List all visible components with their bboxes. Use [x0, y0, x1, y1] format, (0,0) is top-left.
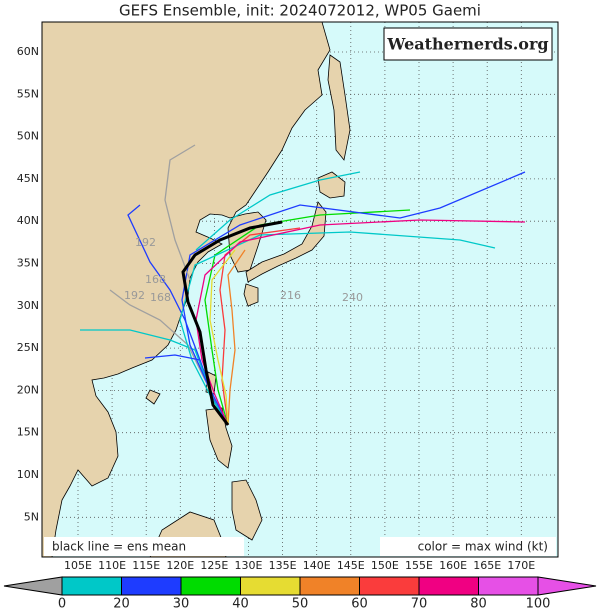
track — [195, 171, 361, 251]
track — [227, 249, 246, 426]
lon-label: 135E — [269, 559, 297, 572]
track-label: 192 — [124, 289, 145, 302]
colorbar-label: 40 — [232, 597, 249, 612]
colorbar-segment — [180, 576, 241, 596]
lat-label: 45N — [17, 172, 39, 185]
colorbar-label: 100 — [526, 597, 551, 612]
track-label: 240 — [342, 291, 363, 304]
lat-label: 15N — [17, 426, 39, 439]
lat-label: 50N — [17, 130, 39, 143]
lon-label: 155E — [405, 559, 433, 572]
lat-label: 60N — [17, 45, 39, 58]
colorbar-label: 60 — [351, 597, 368, 612]
lon-label: 105E — [64, 559, 92, 572]
lat-label: 30N — [17, 299, 39, 312]
lon-label: 145E — [337, 559, 365, 572]
ens-mean-track — [181, 220, 283, 426]
track — [204, 209, 411, 426]
colorbar-label: 80 — [470, 597, 487, 612]
track — [195, 219, 526, 426]
track-label: 168 — [150, 291, 171, 304]
track — [209, 249, 236, 426]
track — [144, 354, 201, 361]
lon-label: 150E — [371, 559, 399, 572]
lon-label: 165E — [473, 559, 501, 572]
lat-label: 25N — [17, 341, 39, 354]
note-box — [44, 537, 244, 556]
watermark-box — [383, 27, 553, 61]
colorbar-end — [537, 576, 597, 596]
note-box — [380, 537, 556, 556]
track-label: 192 — [135, 236, 156, 249]
track — [164, 144, 196, 281]
lon-label: 120E — [166, 559, 194, 572]
colorbar-segment — [418, 576, 479, 596]
track-label: 168 — [145, 273, 166, 286]
colorbar-end — [3, 576, 63, 596]
lat-label: 10N — [17, 468, 39, 481]
colorbar: 0 20 30 40 50 60 70 80 100 — [3, 576, 597, 612]
colorbar-segment — [121, 576, 182, 596]
lat-label: 40N — [17, 214, 39, 227]
colorbar-label: 50 — [292, 597, 309, 612]
lat-label: 35N — [17, 257, 39, 270]
track — [181, 171, 526, 426]
tracks — [80, 144, 526, 426]
colorbar-label: 70 — [411, 597, 428, 612]
map-frame — [41, 21, 559, 558]
colorbar-label: 0 — [58, 597, 66, 612]
colorbar-label: 20 — [113, 597, 130, 612]
track — [179, 231, 496, 426]
colorbar-label: 30 — [173, 597, 190, 612]
colorbar-segment — [61, 576, 122, 596]
lat-label: 20N — [17, 383, 39, 396]
lon-label: 130E — [235, 559, 263, 572]
title: GEFS Ensemble, init: 2024072012, WP05 Ga… — [119, 2, 481, 20]
color-note: color = max wind (kt) — [418, 540, 548, 554]
colorbar-segment — [478, 576, 539, 596]
watermark: Weathernerds.org — [386, 35, 548, 54]
lat-label: 55N — [17, 87, 39, 100]
colorbar-segment — [240, 576, 301, 596]
lon-label: 115E — [132, 559, 160, 572]
colorbar-segment — [359, 576, 420, 596]
lon-label: 160E — [439, 559, 467, 572]
mean-note: black line = ens mean — [52, 540, 186, 554]
lat-label: 5N — [24, 510, 39, 523]
lon-label: 110E — [98, 559, 126, 572]
lon-label: 125E — [200, 559, 228, 572]
track-label: 216 — [280, 289, 301, 302]
colorbar-segment — [299, 576, 360, 596]
lon-label: 140E — [303, 559, 331, 572]
lon-label: 170E — [507, 559, 535, 572]
